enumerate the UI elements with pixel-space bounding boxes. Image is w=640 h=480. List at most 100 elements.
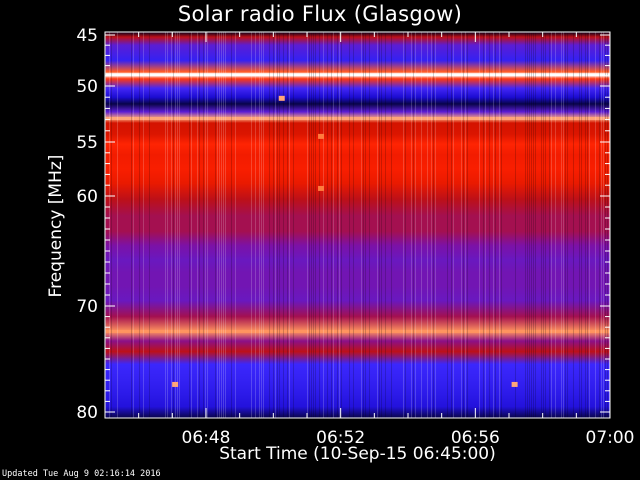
- texture-streak: [339, 32, 340, 418]
- spectrogram-texture: [105, 32, 610, 418]
- texture-streak: [607, 32, 608, 418]
- texture-streak: [515, 32, 516, 418]
- texture-streak: [587, 32, 588, 418]
- texture-streak: [561, 32, 562, 418]
- texture-streak: [177, 32, 178, 418]
- texture-streak: [197, 32, 198, 418]
- texture-streak: [173, 32, 174, 418]
- spectrogram-background: [105, 32, 610, 418]
- texture-streak: [451, 32, 452, 418]
- texture-streak: [337, 32, 338, 418]
- texture-streak: [427, 32, 428, 418]
- texture-streak: [573, 32, 574, 418]
- texture-streak: [605, 32, 606, 418]
- texture-streak: [279, 32, 280, 418]
- texture-streak: [165, 32, 166, 418]
- x-tick-label: 06:56: [451, 428, 500, 448]
- x-tick-label: 06:48: [182, 428, 231, 448]
- texture-streak: [489, 32, 490, 418]
- y-tick-label: 70: [76, 297, 98, 317]
- texture-streak: [595, 32, 596, 418]
- texture-streak: [149, 32, 150, 418]
- plot-frame: [104, 31, 611, 419]
- burst-mark: [511, 381, 518, 387]
- texture-streak: [403, 32, 404, 418]
- texture-streak: [391, 32, 392, 418]
- y-tick-label: 50: [76, 77, 98, 97]
- texture-streak: [109, 32, 110, 418]
- texture-streak: [579, 32, 580, 418]
- texture-streak: [255, 32, 256, 418]
- texture-streak: [207, 32, 208, 418]
- spectrum-band: [105, 116, 610, 120]
- texture-streak: [601, 32, 602, 418]
- texture-streak: [413, 32, 414, 418]
- x-tick-label: 06:52: [316, 428, 365, 448]
- texture-streak: [485, 32, 486, 418]
- texture-streak: [287, 32, 288, 418]
- texture-streak: [551, 32, 552, 418]
- texture-streak: [581, 32, 582, 418]
- texture-streak: [311, 32, 312, 418]
- texture-streak: [235, 32, 236, 418]
- texture-streak: [555, 32, 556, 418]
- texture-streak: [139, 32, 140, 418]
- texture-streak: [543, 32, 544, 418]
- texture-streak: [263, 32, 264, 418]
- texture-streak: [319, 32, 320, 418]
- spectrum-band: [105, 73, 610, 77]
- texture-streak: [205, 32, 206, 418]
- texture-streak: [289, 32, 290, 418]
- texture-streak: [565, 32, 566, 418]
- chart-title: Solar radio Flux (Glasgow): [177, 2, 463, 26]
- texture-streak: [483, 32, 484, 418]
- texture-streak: [463, 32, 464, 418]
- texture-streak: [323, 32, 324, 418]
- y-tick-label: 80: [76, 403, 98, 423]
- texture-streak: [411, 32, 412, 418]
- texture-streak: [435, 32, 436, 418]
- texture-streak: [331, 32, 332, 418]
- texture-streak: [563, 32, 564, 418]
- burst-mark: [172, 381, 179, 387]
- texture-streak: [529, 32, 530, 418]
- texture-streak: [313, 32, 314, 418]
- texture-streak: [493, 32, 494, 418]
- burst-mark: [278, 95, 285, 101]
- texture-streak: [221, 32, 222, 418]
- texture-streak: [217, 32, 218, 418]
- texture-streak: [143, 32, 144, 418]
- texture-streak: [215, 32, 216, 418]
- texture-streak: [589, 32, 590, 418]
- texture-streak: [363, 32, 364, 418]
- y-tick-label: 60: [76, 187, 98, 207]
- texture-streak: [219, 32, 220, 418]
- texture-streak: [499, 32, 500, 418]
- texture-streak: [223, 32, 224, 418]
- texture-streak: [111, 32, 112, 418]
- texture-streak: [315, 32, 316, 418]
- texture-streak: [199, 32, 200, 418]
- texture-streak: [535, 32, 536, 418]
- texture-streak: [309, 32, 310, 418]
- texture-streak: [277, 32, 278, 418]
- texture-streak: [365, 32, 366, 418]
- texture-streak: [465, 32, 466, 418]
- plot-area: [105, 32, 610, 418]
- texture-streak: [361, 32, 362, 418]
- texture-streak: [431, 32, 432, 418]
- texture-streak: [203, 32, 204, 418]
- texture-streak: [415, 32, 416, 418]
- spectrum-band: [105, 329, 610, 333]
- axes: 06:48 06:52 06:56 07:00 45 50 55 60 70 80: [76, 26, 634, 448]
- texture-streak: [167, 32, 168, 418]
- texture-streak: [131, 32, 132, 418]
- texture-streak: [333, 32, 334, 418]
- texture-streak: [405, 32, 406, 418]
- texture-streak: [175, 32, 176, 418]
- texture-streak: [171, 32, 172, 418]
- texture-streak: [379, 32, 380, 418]
- y-tick-label: 45: [76, 26, 98, 46]
- texture-streak: [341, 32, 342, 418]
